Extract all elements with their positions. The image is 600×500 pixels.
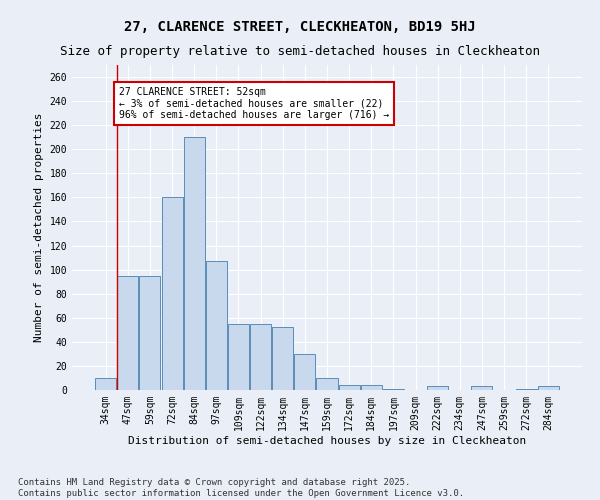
Bar xyxy=(228,324,249,390)
Bar xyxy=(427,386,448,390)
Text: Size of property relative to semi-detached houses in Cleckheaton: Size of property relative to semi-detach… xyxy=(60,45,540,58)
Bar xyxy=(316,378,338,390)
Text: 27 CLARENCE STREET: 52sqm
← 3% of semi-detached houses are smaller (22)
96% of s: 27 CLARENCE STREET: 52sqm ← 3% of semi-d… xyxy=(119,86,389,120)
Bar xyxy=(361,385,382,390)
Bar xyxy=(95,378,116,390)
Bar xyxy=(338,385,359,390)
Bar xyxy=(161,198,182,390)
Bar xyxy=(184,137,205,390)
Y-axis label: Number of semi-detached properties: Number of semi-detached properties xyxy=(34,113,44,342)
X-axis label: Distribution of semi-detached houses by size in Cleckheaton: Distribution of semi-detached houses by … xyxy=(128,436,526,446)
Bar xyxy=(538,386,559,390)
Bar xyxy=(383,389,404,390)
Bar xyxy=(250,324,271,390)
Text: Contains HM Land Registry data © Crown copyright and database right 2025.
Contai: Contains HM Land Registry data © Crown c… xyxy=(18,478,464,498)
Bar xyxy=(295,354,316,390)
Bar xyxy=(118,276,139,390)
Text: 27, CLARENCE STREET, CLECKHEATON, BD19 5HJ: 27, CLARENCE STREET, CLECKHEATON, BD19 5… xyxy=(124,20,476,34)
Bar xyxy=(272,328,293,390)
Bar xyxy=(472,386,493,390)
Bar xyxy=(515,389,536,390)
Bar xyxy=(139,276,160,390)
Bar xyxy=(206,261,227,390)
